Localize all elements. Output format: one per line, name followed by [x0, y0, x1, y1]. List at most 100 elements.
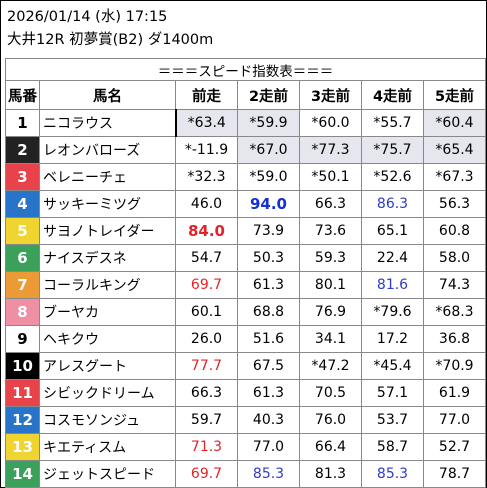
- horse-number: 11: [5, 379, 40, 407]
- speed-index-cell: *75.7: [361, 136, 424, 164]
- table-row: 11 シビックドリーム 66.3 61.3 70.5 57.1 61.9: [5, 379, 486, 407]
- speed-index-value: 61.9: [438, 385, 471, 401]
- speed-index-value: *32.3: [187, 169, 226, 185]
- table-row: 5 サヨノトレイダー 84.0 73.9 73.6 65.1 60.8: [5, 217, 486, 245]
- speed-index-value: 52.7: [438, 439, 471, 455]
- speed-index-cell: 53.7: [361, 406, 424, 434]
- speed-index-value: 50.3: [252, 250, 285, 266]
- speed-index-cell: 67.5: [237, 352, 300, 380]
- speed-index-cell: *67.3: [423, 163, 486, 191]
- speed-index-value: 81.6: [376, 277, 409, 293]
- horse-number: 8: [5, 298, 40, 326]
- horse-name: ベレニーチェ: [39, 163, 176, 191]
- speed-index-value: 74.3: [438, 277, 471, 293]
- table-row: 12 コスモソンジュ 59.7 40.3 76.0 53.7 77.0: [5, 406, 486, 434]
- speed-index-value: *68.3: [435, 304, 474, 320]
- horse-number: 14: [5, 460, 40, 488]
- speed-index-value: 69.7: [190, 466, 223, 482]
- speed-index-value: 86.3: [376, 196, 409, 212]
- horse-name: レオンバローズ: [39, 136, 176, 164]
- horse-name: ナイスデスネ: [39, 244, 176, 272]
- table-row: 3 ベレニーチェ *32.3 *59.0 *50.1 *52.6 *67.3: [5, 163, 486, 191]
- speed-index-value: *47.2: [311, 358, 350, 374]
- speed-index-value: 26.0: [190, 331, 223, 347]
- speed-index-value: 77.0: [252, 439, 285, 455]
- col-header-number: 馬番: [5, 80, 40, 110]
- speed-index-value: *45.4: [373, 358, 412, 374]
- speed-index-value: *59.0: [249, 169, 288, 185]
- speed-index-cell: *79.6: [361, 298, 424, 326]
- speed-index-value: *50.1: [311, 169, 350, 185]
- speed-index-value: 73.6: [314, 223, 347, 239]
- speed-index-value: 66.3: [314, 196, 347, 212]
- speed-index-value: *77.3: [311, 142, 350, 158]
- speed-index-value: 60.8: [438, 223, 471, 239]
- speed-index-cell: *45.4: [361, 352, 424, 380]
- speed-index-cell: *60.0: [299, 109, 362, 137]
- speed-index-value: 46.0: [190, 196, 223, 212]
- speed-index-cell: 66.3: [299, 190, 362, 218]
- horse-number: 12: [5, 406, 40, 434]
- speed-index-value: 94.0: [249, 195, 287, 213]
- horse-name: アレスグート: [39, 352, 176, 380]
- speed-index-cell: 58.0: [423, 244, 486, 272]
- horse-name: サヨノトレイダー: [39, 217, 176, 245]
- speed-index-value: 84.0: [187, 222, 225, 240]
- speed-index-value: 53.7: [376, 412, 409, 428]
- speed-index-value: *65.4: [435, 142, 474, 158]
- speed-index-cell: 68.8: [237, 298, 300, 326]
- speed-index-cell: 85.3: [361, 460, 424, 488]
- table-title-row: ＝＝＝スピード指数表＝＝＝: [5, 58, 486, 81]
- speed-index-cell: 58.7: [361, 433, 424, 461]
- speed-index-cell: 65.1: [361, 217, 424, 245]
- horse-name: ヘキクウ: [39, 325, 176, 353]
- speed-index-value: 70.5: [314, 385, 347, 401]
- speed-index-cell: 51.6: [237, 325, 300, 353]
- speed-index-cell: 61.3: [237, 271, 300, 299]
- speed-index-value: 58.7: [376, 439, 409, 455]
- col-header-3back: 3走前: [299, 80, 362, 110]
- speed-index-value: 68.8: [252, 304, 285, 320]
- speed-index-cell: 59.7: [175, 406, 238, 434]
- speed-index-cell: 46.0: [175, 190, 238, 218]
- speed-index-value: 67.5: [252, 358, 285, 374]
- speed-index-cell: 54.7: [175, 244, 238, 272]
- speed-index-cell: 66.4: [299, 433, 362, 461]
- speed-index-value: 77.0: [438, 412, 471, 428]
- speed-index-cell: *32.3: [175, 163, 238, 191]
- speed-index-cell: *50.1: [299, 163, 362, 191]
- speed-index-value: 61.3: [252, 385, 285, 401]
- speed-index-value: *-11.9: [184, 142, 229, 158]
- horse-number: 13: [5, 433, 40, 461]
- horse-number: 2: [5, 136, 40, 164]
- speed-index-value: 76.0: [314, 412, 347, 428]
- speed-index-cell: 85.3: [237, 460, 300, 488]
- speed-index-cell: 81.6: [361, 271, 424, 299]
- speed-index-cell: 40.3: [237, 406, 300, 434]
- speed-index-cell: 69.7: [175, 271, 238, 299]
- speed-index-value: 85.3: [252, 466, 285, 482]
- speed-index-cell: *47.2: [299, 352, 362, 380]
- speed-index-cell: 69.7: [175, 460, 238, 488]
- speed-index-cell: 61.3: [237, 379, 300, 407]
- col-header-name: 馬名: [39, 80, 176, 110]
- horse-number: 7: [5, 271, 40, 299]
- table-row: 10 アレスグート 77.7 67.5 *47.2 *45.4 *70.9: [5, 352, 486, 380]
- speed-index-value: 58.0: [438, 250, 471, 266]
- speed-index-cell: 59.3: [299, 244, 362, 272]
- speed-index-cell: *67.0: [237, 136, 300, 164]
- speed-index-cell: *70.9: [423, 352, 486, 380]
- speed-index-cell: 76.9: [299, 298, 362, 326]
- speed-index-cell: *68.3: [423, 298, 486, 326]
- speed-index-cell: *59.9: [237, 109, 300, 137]
- table-header-row: 馬番 馬名 前走 2走前 3走前 4走前 5走前: [5, 80, 486, 110]
- table-row: 6 ナイスデスネ 54.7 50.3 59.3 22.4 58.0: [5, 244, 486, 272]
- table-row: 4 サッキーミツグ 46.0 94.0 66.3 86.3 56.3: [5, 190, 486, 218]
- speed-index-value: *59.9: [249, 115, 288, 131]
- horse-number: 5: [5, 217, 40, 245]
- speed-index-cell: 34.1: [299, 325, 362, 353]
- speed-index-cell: 77.7: [175, 352, 238, 380]
- speed-index-value: 40.3: [252, 412, 285, 428]
- horse-number: 9: [5, 325, 40, 353]
- speed-index-cell: 78.7: [423, 460, 486, 488]
